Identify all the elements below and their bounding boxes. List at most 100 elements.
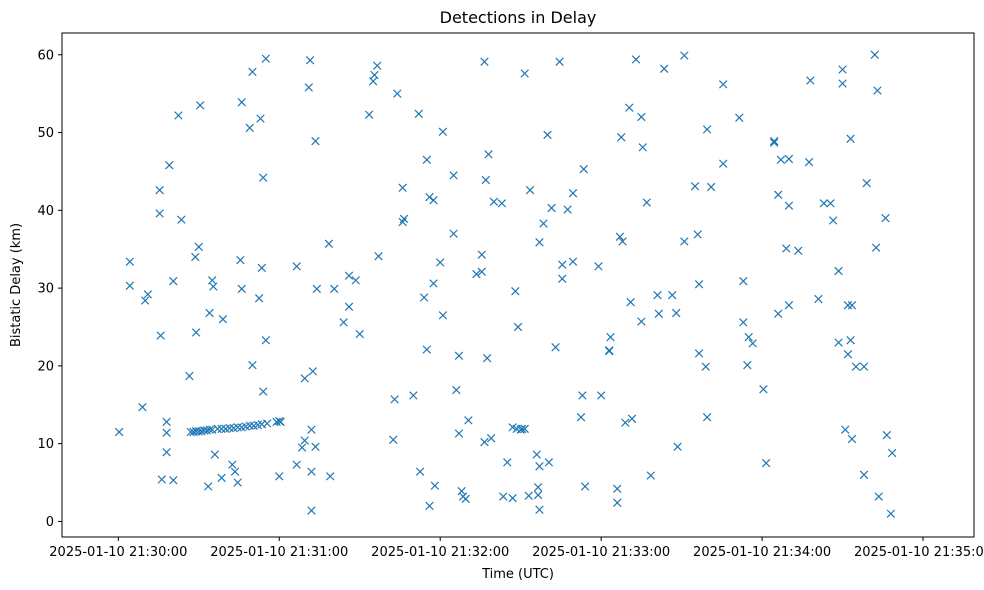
data-point-x-marker xyxy=(482,353,492,363)
data-point-x-marker xyxy=(654,309,664,319)
data-point-x-marker xyxy=(739,318,748,327)
data-point-x-marker xyxy=(155,209,164,218)
data-point-x-marker xyxy=(454,429,464,438)
data-point-x-marker xyxy=(464,416,473,425)
data-point-x-marker xyxy=(393,89,402,98)
data-point-x-marker xyxy=(422,345,432,354)
data-point-x-marker xyxy=(646,471,656,480)
data-point-x-marker xyxy=(355,329,364,339)
data-point-x-marker xyxy=(399,214,409,224)
data-point-x-marker xyxy=(558,260,567,270)
data-point-x-marker xyxy=(155,185,164,195)
data-point-x-marker xyxy=(761,458,771,468)
data-point-x-marker xyxy=(194,242,204,252)
data-point-x-marker xyxy=(275,416,284,426)
data-point-x-marker xyxy=(389,435,398,445)
data-point-x-marker xyxy=(838,79,847,88)
data-point-x-marker xyxy=(312,284,322,294)
data-point-x-marker xyxy=(217,473,226,483)
data-point-x-marker xyxy=(162,428,171,438)
data-point-x-marker xyxy=(680,51,689,60)
data-point-x-marker xyxy=(672,308,681,318)
data-point-x-marker xyxy=(773,309,783,319)
data-point-x-marker xyxy=(874,492,884,501)
data-point-x-marker xyxy=(486,433,496,443)
data-point-x-marker xyxy=(452,385,461,395)
data-point-x-marker xyxy=(169,475,178,485)
data-point-x-marker xyxy=(300,374,309,383)
data-point-x-marker xyxy=(773,190,783,200)
data-point-x-marker xyxy=(261,54,271,63)
data-point-x-marker xyxy=(425,501,434,511)
data-point-x-marker xyxy=(739,276,748,286)
data-point-x-marker xyxy=(627,414,637,424)
data-point-x-marker xyxy=(814,294,823,304)
data-point-x-marker xyxy=(568,257,578,266)
y-tick-label: 40 xyxy=(37,204,54,219)
y-axis: 0 10 20 30 40 50 60 xyxy=(37,48,62,530)
data-point-x-marker xyxy=(210,450,220,459)
data-point-x-marker xyxy=(525,185,535,195)
data-point-x-marker xyxy=(535,505,544,515)
data-point-x-marker xyxy=(533,490,543,500)
data-point-x-marker xyxy=(604,346,614,355)
data-point-x-marker xyxy=(351,276,360,285)
data-point-x-marker xyxy=(578,391,587,400)
data-point-x-marker xyxy=(535,461,544,471)
data-point-x-marker xyxy=(326,472,335,481)
data-point-x-marker xyxy=(477,267,487,277)
data-point-x-marker xyxy=(806,76,815,85)
data-point-x-marker xyxy=(735,113,744,123)
data-point-x-marker xyxy=(364,110,374,119)
data-point-x-marker xyxy=(256,114,265,123)
data-point-x-marker xyxy=(532,450,542,459)
data-point-x-marker xyxy=(225,423,234,433)
data-point-x-marker xyxy=(784,300,794,310)
data-point-x-marker xyxy=(454,351,464,361)
x-tick-label: 2025-01-10 21:31:00 xyxy=(210,545,348,560)
data-point-x-marker xyxy=(499,492,508,501)
data-point-x-marker xyxy=(481,175,491,185)
data-point-x-marker xyxy=(701,362,710,371)
data-point-x-marker xyxy=(304,83,314,92)
data-point-x-marker xyxy=(819,199,829,208)
data-point-x-marker xyxy=(694,349,704,358)
data-point-x-marker xyxy=(547,203,556,213)
data-point-x-marker xyxy=(228,460,237,469)
data-point-x-marker xyxy=(262,419,272,428)
data-point-x-marker xyxy=(543,130,552,140)
data-point-x-marker xyxy=(690,181,700,191)
data-point-x-marker xyxy=(702,125,712,134)
data-point-x-marker xyxy=(165,160,174,170)
data-point-x-marker xyxy=(503,458,512,467)
data-point-x-marker xyxy=(449,171,458,180)
data-point-x-marker xyxy=(422,155,432,165)
data-point-x-marker xyxy=(177,215,186,224)
data-point-x-marker xyxy=(311,136,320,146)
y-axis-label: Bistatic Delay (km) xyxy=(9,223,24,347)
data-point-x-marker xyxy=(480,57,489,67)
data-point-x-marker xyxy=(834,266,843,276)
data-point-x-marker xyxy=(449,229,458,238)
data-point-x-marker xyxy=(834,338,843,347)
data-point-x-marker xyxy=(579,164,588,174)
data-point-x-marker xyxy=(305,55,315,65)
x-tick-label: 2025-01-10 21:34:00 xyxy=(693,545,831,560)
data-point-x-marker xyxy=(638,143,647,152)
data-point-x-marker xyxy=(621,418,630,427)
data-point-x-marker xyxy=(261,335,271,345)
data-point-x-marker xyxy=(162,447,171,457)
data-point-x-marker xyxy=(596,391,606,400)
data-point-x-marker xyxy=(694,279,704,289)
data-point-x-marker xyxy=(558,274,567,284)
data-point-x-marker xyxy=(218,314,228,324)
data-point-x-marker xyxy=(659,64,669,74)
data-point-x-marker xyxy=(311,442,320,452)
data-point-x-marker xyxy=(248,360,257,370)
data-point-x-marker xyxy=(782,244,791,253)
data-point-x-marker xyxy=(517,424,527,434)
y-tick-label: 10 xyxy=(37,437,54,452)
x-tick-label: 2025-01-10 21:35:00 xyxy=(854,545,984,560)
data-point-x-marker xyxy=(784,154,794,164)
